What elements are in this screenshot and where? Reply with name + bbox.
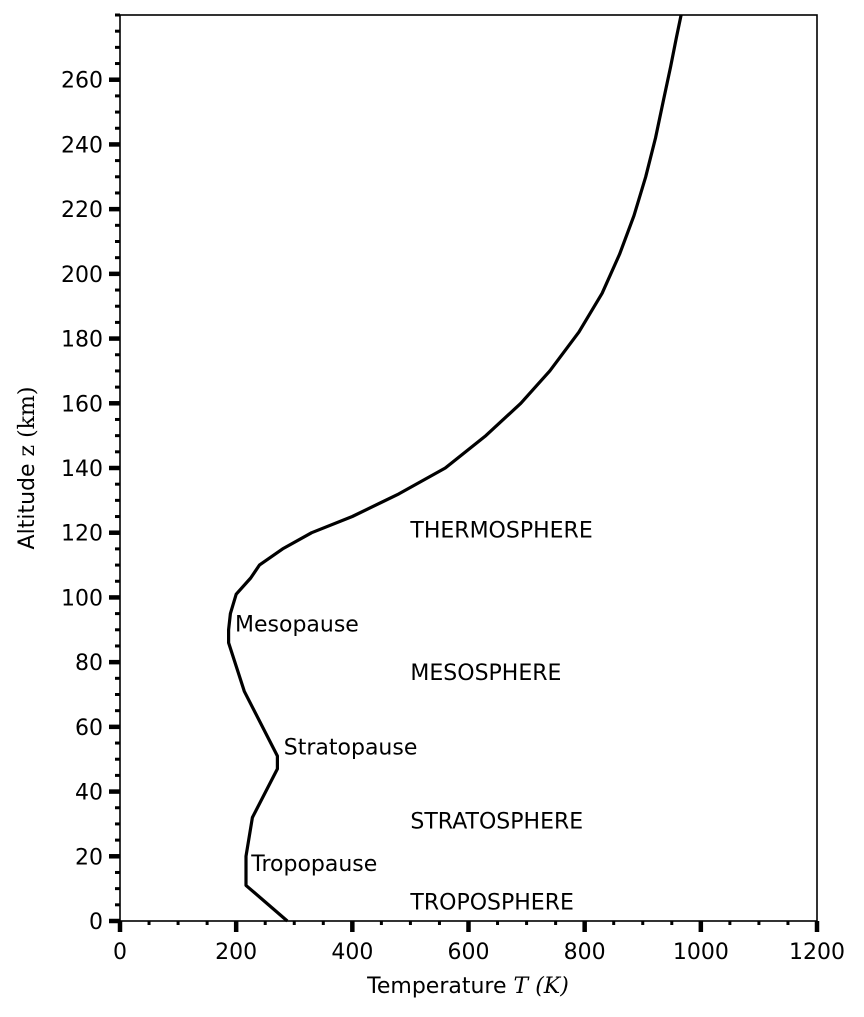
y-tick-label: 40 xyxy=(75,781,103,806)
y-tick-label: 160 xyxy=(61,392,103,417)
layer-annotation: MESOSPHERE xyxy=(410,661,561,686)
x-tick-label: 0 xyxy=(113,940,127,965)
y-axis-label-math: z (km) xyxy=(15,387,40,457)
x-axis-label-text: Temperature xyxy=(366,974,513,999)
x-tick-label: 200 xyxy=(215,940,257,965)
y-tick-label: 60 xyxy=(75,716,103,741)
y-axis-label: Altitude z (km) xyxy=(15,387,40,550)
y-axis-label-text: Altitude xyxy=(15,456,40,549)
y-tick-label: 180 xyxy=(61,328,103,353)
layer-annotation: TROPOSPHERE xyxy=(409,891,573,916)
y-tick-label: 20 xyxy=(75,845,103,870)
y-tick-label: 240 xyxy=(61,133,103,158)
x-axis-label: Temperature T (K) xyxy=(366,974,569,999)
x-tick-label: 1200 xyxy=(789,940,845,965)
layer-annotation: Tropopause xyxy=(250,852,377,877)
layer-annotations: THERMOSPHERE Mesopause MESOSPHERE Stratopau… xyxy=(235,518,593,915)
plot-area xyxy=(120,15,817,921)
temperature-profile-line xyxy=(227,14,683,923)
y-tick-label: 200 xyxy=(61,263,103,288)
y-tick-label: 140 xyxy=(61,457,103,482)
x-tick-label: 600 xyxy=(448,940,490,965)
y-tick-label: 100 xyxy=(61,586,103,611)
plot-frame xyxy=(119,14,818,922)
y-tick-label: 120 xyxy=(61,522,103,547)
axis-tick-labels: 0 200 400 600 800 1000 1200 0 20 40 60 80 100 120 140 1… xyxy=(61,69,845,965)
layer-annotation: THERMOSPHERE xyxy=(409,518,592,543)
y-tick-label: 80 xyxy=(75,651,103,676)
x-axis-label-math: T (K) xyxy=(514,974,569,999)
y-tick-label: 0 xyxy=(89,910,103,935)
x-tick-label: 800 xyxy=(564,940,606,965)
y-tick-label: 260 xyxy=(61,69,103,94)
layer-annotation: STRATOSPHERE xyxy=(410,810,583,835)
x-tick-label: 400 xyxy=(331,940,373,965)
layer-annotation: Mesopause xyxy=(235,612,359,637)
x-tick-label: 1000 xyxy=(673,940,729,965)
y-tick-label: 220 xyxy=(61,198,103,223)
layer-annotation: Stratopause xyxy=(284,735,418,760)
